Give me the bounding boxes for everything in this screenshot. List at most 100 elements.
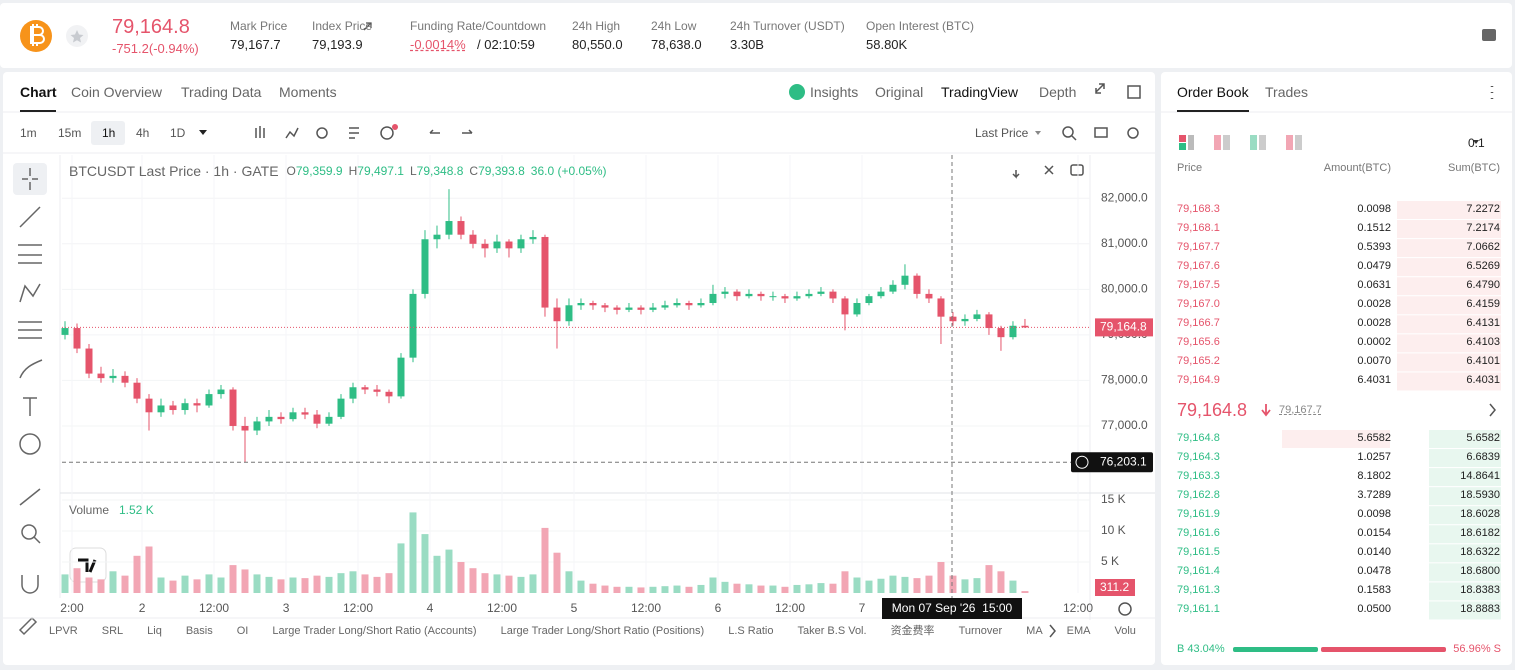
volume-bar	[1009, 580, 1017, 593]
book-sum: 14.8641	[1460, 470, 1500, 483]
depth-bar	[1397, 239, 1501, 258]
precision[interactable]: 0.1	[1468, 136, 1485, 150]
volume-bar	[889, 575, 897, 593]
candle-body	[745, 293, 753, 297]
book-tab[interactable]: Trades	[1265, 84, 1309, 100]
indicator[interactable]: OI	[236, 625, 249, 637]
price-type[interactable]: Last Price	[975, 126, 1029, 140]
volume-bar	[409, 512, 417, 593]
candle-body	[769, 296, 777, 298]
volume-bar	[133, 555, 141, 593]
volume-bar	[169, 580, 177, 593]
indicator[interactable]: Taker B.S Vol.	[797, 625, 867, 637]
candle-body	[265, 416, 273, 422]
crosshair-price-label: 76,203.1	[1100, 454, 1147, 468]
candle-body	[673, 303, 681, 306]
indicator[interactable]: EMA	[1066, 625, 1091, 637]
timeframe[interactable]: 15m	[58, 126, 82, 140]
tab[interactable]: Chart	[20, 84, 57, 100]
timeframe[interactable]: 1h	[102, 126, 116, 140]
candle-body	[433, 234, 441, 240]
volume-label: Volume	[69, 503, 110, 517]
settings-icon[interactable]	[1482, 29, 1496, 41]
view-tab[interactable]: Original	[875, 84, 924, 100]
tab[interactable]: Coin Overview	[71, 84, 163, 100]
candle-body	[289, 412, 297, 420]
candle-body	[277, 416, 285, 420]
x-tick-label: 12:00	[631, 601, 661, 615]
add-alert-icon[interactable]	[1075, 455, 1089, 469]
candle-body	[301, 412, 309, 415]
volume-bar	[421, 534, 429, 593]
volume-bar	[925, 575, 933, 593]
volume-tick-label: 5 K	[1101, 554, 1119, 568]
candle-body	[481, 243, 489, 249]
book-price: 79,164.3	[1177, 451, 1220, 464]
indicator[interactable]: Large Trader Long/Short Ratio (Positions…	[500, 625, 705, 637]
indicator[interactable]: Basis	[185, 625, 213, 637]
timeframe[interactable]: 1m	[20, 126, 37, 140]
candle-body	[133, 382, 141, 399]
stat-label: Index Price	[312, 19, 373, 33]
indicator[interactable]: Liq	[147, 625, 162, 637]
candle-body	[361, 387, 369, 390]
indicator[interactable]: Volu	[1114, 625, 1136, 637]
indicator[interactable]: 资金费率	[890, 625, 935, 637]
indicator[interactable]: L.S Ratio	[728, 625, 774, 637]
stat-value: 58.80K	[866, 37, 908, 52]
book-amount: 5.6582	[1357, 432, 1391, 444]
tab[interactable]: Moments	[279, 84, 337, 100]
candle-body	[757, 293, 765, 297]
sell-ratio-bar	[1321, 647, 1446, 652]
timeframe[interactable]: 1D	[170, 126, 186, 140]
volume-bar	[253, 574, 261, 593]
book-tab[interactable]: Order Book	[1177, 84, 1249, 100]
book-price: 79,164.8	[1177, 432, 1220, 444]
depth-bar	[1397, 372, 1501, 391]
volume-bar	[613, 586, 621, 593]
candle-body	[385, 391, 393, 397]
x-tick-label: 6	[715, 601, 722, 615]
candle-body	[1021, 325, 1029, 328]
indicator[interactable]: SRL	[101, 625, 124, 637]
indicator[interactable]: LPVR	[49, 625, 78, 637]
book-amount: 0.0002	[1357, 336, 1391, 349]
stat-label: 24h Turnover (USDT)	[730, 19, 845, 33]
tab[interactable]: Trading Data	[181, 84, 262, 100]
depth-bar	[1429, 582, 1501, 601]
candle-body	[901, 275, 909, 285]
volume-bar	[493, 574, 501, 593]
volume-bar	[697, 584, 705, 593]
candle-body	[889, 284, 897, 292]
view-tab[interactable]: Depth	[1039, 84, 1077, 100]
book-amount: 0.0478	[1357, 565, 1391, 578]
last-price: 79,164.8	[112, 16, 190, 38]
book-price: 79,161.4	[1177, 565, 1220, 578]
candle-body	[853, 303, 861, 315]
book-price: 79,167.5	[1177, 279, 1220, 292]
indicator[interactable]: Large Trader Long/Short Ratio (Accounts)	[272, 625, 477, 637]
volume-bar	[73, 568, 81, 593]
indicator[interactable]: Turnover	[958, 625, 1003, 637]
legend-value: 79,393.8	[478, 164, 525, 178]
candle-body	[805, 293, 813, 297]
book-price: 79,164.9	[1177, 374, 1220, 387]
dropdown-icon	[199, 130, 207, 135]
volume-bar	[469, 568, 477, 593]
candle-body	[1009, 325, 1017, 338]
stat-label: Mark Price	[230, 19, 288, 33]
volume-bar	[721, 581, 729, 593]
book-sum: 6.4159	[1466, 298, 1500, 311]
volume-bar	[517, 576, 525, 593]
book-amount: 0.0098	[1357, 203, 1391, 215]
x-tick-label: 7	[859, 601, 866, 615]
volume-bar	[433, 555, 441, 593]
view-tab[interactable]: TradingView	[941, 84, 1019, 100]
view-tab[interactable]: Insights	[810, 84, 859, 100]
book-amount: 0.0028	[1357, 317, 1391, 330]
candle-body	[709, 293, 717, 304]
indicator[interactable]: MA	[1026, 625, 1043, 637]
candle-body	[61, 328, 69, 335]
timeframe[interactable]: 4h	[136, 126, 150, 140]
